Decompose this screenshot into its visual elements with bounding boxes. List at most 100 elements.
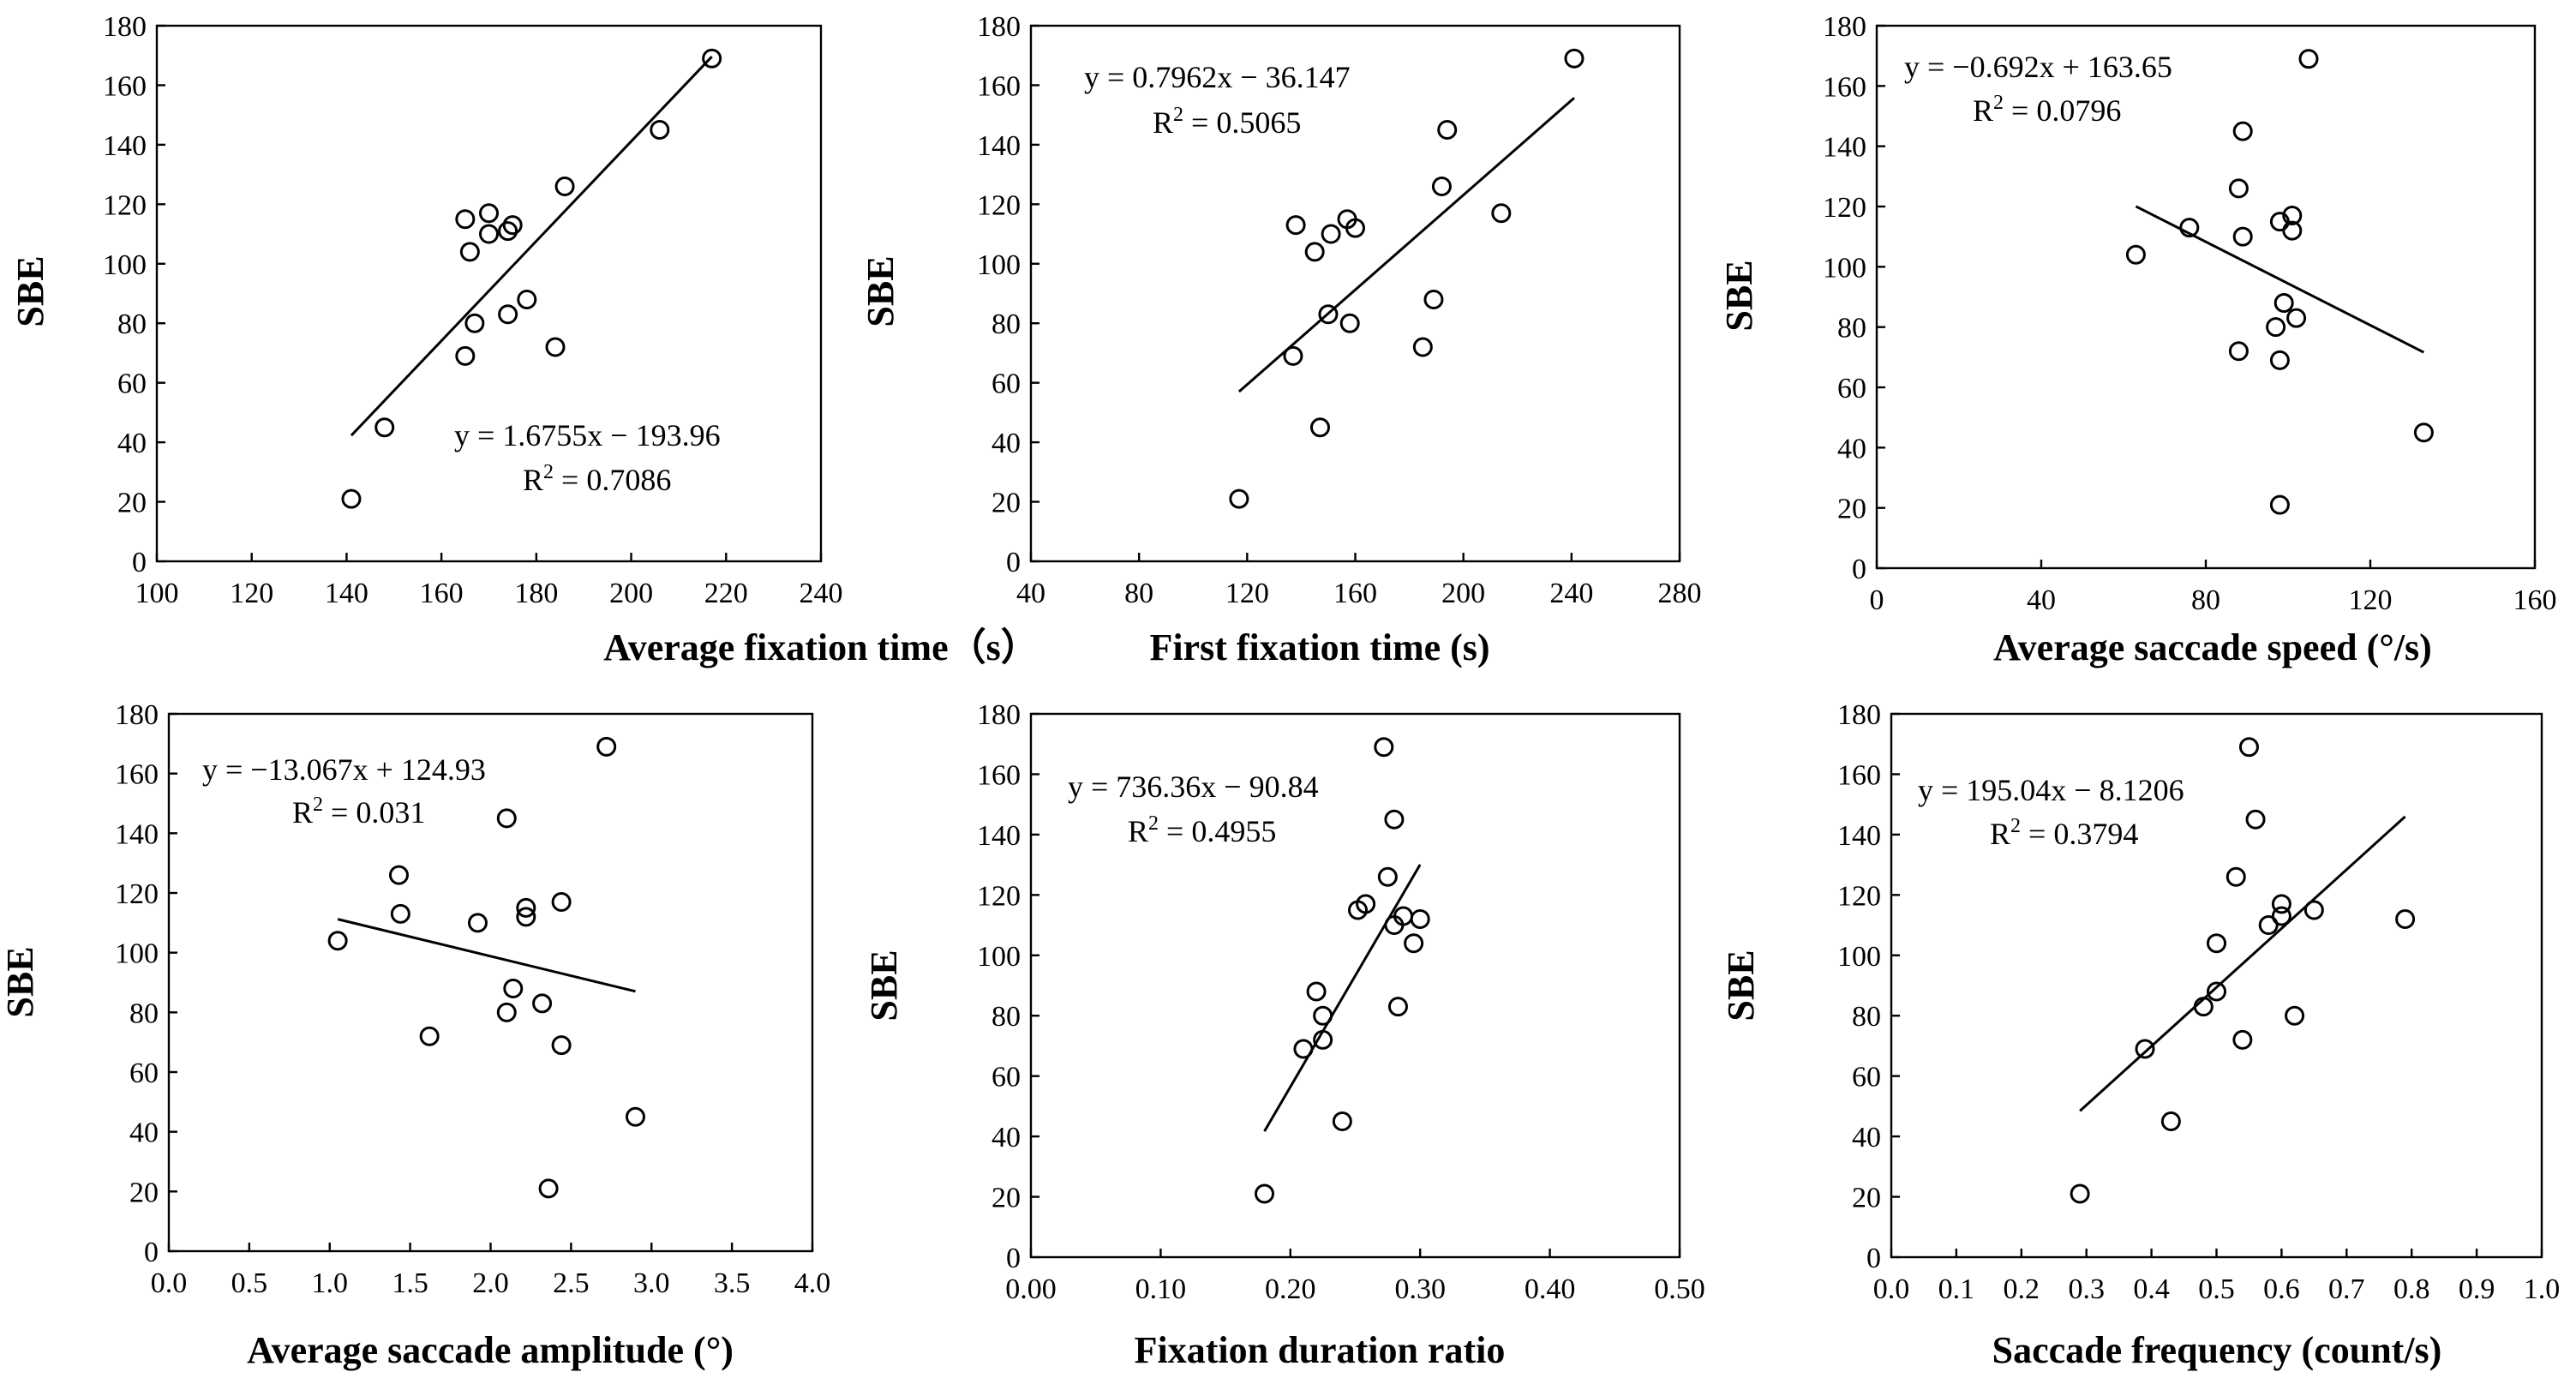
x-tick-label: 0 xyxy=(1870,584,1884,616)
x-tick-label: 160 xyxy=(420,578,464,609)
trend-line xyxy=(350,55,713,437)
x-tick-label: 2.0 xyxy=(472,1267,509,1299)
y-tick-label: 40 xyxy=(991,1122,1021,1153)
trend-line xyxy=(2079,815,2406,1112)
y-axis-label: SBE xyxy=(9,255,51,327)
y-tick-label: 100 xyxy=(115,938,159,970)
data-point xyxy=(464,313,485,333)
data-point xyxy=(545,337,566,357)
y-tick-label: 100 xyxy=(1837,941,1881,973)
y-tick-label: 180 xyxy=(977,11,1021,43)
r-squared-value: = 0.5065 xyxy=(1183,105,1301,140)
y-tick-label: 20 xyxy=(991,1183,1021,1214)
data-point xyxy=(1309,417,1330,438)
y-tick-label: 40 xyxy=(117,428,147,459)
r-squared-symbol: R xyxy=(1128,814,1148,848)
data-point xyxy=(1384,809,1405,830)
r-squared-label: R2 = 0.5065 xyxy=(1153,104,1301,140)
x-tick-label: 2.5 xyxy=(553,1267,590,1299)
y-tick-label: 140 xyxy=(103,130,147,162)
y-tick-label: 120 xyxy=(1837,880,1881,912)
y-axis-label: SBE xyxy=(863,950,905,1021)
data-point xyxy=(1437,120,1458,141)
data-point xyxy=(2303,900,2324,920)
data-point xyxy=(1229,488,1249,509)
regression-equation: y = 195.04x − 8.1206 xyxy=(1918,773,2184,807)
y-tick-label: 0 xyxy=(132,547,147,578)
x-tick-label: 3.0 xyxy=(633,1267,670,1299)
data-point xyxy=(496,1002,517,1022)
data-point xyxy=(2228,178,2249,199)
trend-line xyxy=(2135,205,2425,354)
data-point xyxy=(2271,906,2291,926)
data-point xyxy=(1404,933,1424,954)
x-tick-label: 0.8 xyxy=(2393,1273,2430,1305)
y-axis-label: SBE xyxy=(860,255,902,327)
y-tick-label: 160 xyxy=(103,70,147,102)
y-tick-label: 40 xyxy=(129,1117,159,1149)
regression-equation: y = −0.692x + 163.65 xyxy=(1904,50,2172,84)
plot-frame xyxy=(1029,24,1681,563)
data-point xyxy=(1356,894,1376,914)
y-tick-label: 60 xyxy=(117,368,147,400)
y-tick-label: 140 xyxy=(977,130,1021,162)
r-squared-symbol: R xyxy=(1990,817,2010,851)
x-tick-label: 120 xyxy=(230,578,273,609)
y-tick-label: 160 xyxy=(1823,71,1866,103)
plot-frame xyxy=(1029,712,1681,1259)
data-point xyxy=(1345,218,1365,238)
x-axis-label: Average fixation time（s） xyxy=(603,626,1039,668)
r-squared-symbol: R xyxy=(523,463,543,497)
data-point xyxy=(596,736,617,757)
chart-panel-6: 0 20 40 60 80 100 120 140 160 180 0.0 0.1 0.2 0.3 0.4 0… xyxy=(1720,699,2560,1371)
x-tick-label: 0.5 xyxy=(2198,1273,2235,1305)
data-point xyxy=(1339,313,1360,333)
x-tick-label: 0.2 xyxy=(2004,1273,2040,1305)
data-point xyxy=(341,488,362,509)
y-tick-label: 140 xyxy=(977,820,1021,852)
data-point xyxy=(2070,1183,2090,1204)
y-tick-label: 0 xyxy=(1006,547,1021,578)
data-point xyxy=(374,417,395,438)
data-point xyxy=(2232,121,2253,141)
data-point xyxy=(2286,308,2307,328)
x-tick-label: 240 xyxy=(1549,578,1593,609)
data-point xyxy=(2207,933,2226,954)
plot-frame xyxy=(167,712,814,1253)
regression-equation: y = 0.7962x − 36.147 xyxy=(1084,60,1351,94)
data-point xyxy=(2298,49,2319,69)
data-point xyxy=(1412,337,1433,357)
x-tick-label: 0.4 xyxy=(2133,1273,2170,1305)
x-axis-label: Fixation duration ratio xyxy=(1135,1329,1506,1371)
data-point xyxy=(538,1178,559,1199)
data-point xyxy=(2282,206,2303,226)
x-tick-label: 80 xyxy=(2191,584,2220,616)
data-point xyxy=(2135,1039,2155,1059)
y-tick-label: 180 xyxy=(1837,699,1881,731)
x-tick-label: 4.0 xyxy=(794,1267,831,1299)
x-tick-label: 180 xyxy=(514,578,558,609)
y-axis-label: SBE xyxy=(1718,260,1760,331)
x-tick-label: 0.1 xyxy=(1938,1273,1975,1305)
y-tick-label: 100 xyxy=(977,941,1021,973)
data-point xyxy=(388,865,409,885)
y-tick-label: 160 xyxy=(115,759,159,791)
chart-panel-4: 0 20 40 60 80 100 120 140 160 180 0.0 0.5 1.0 1.5 2.0 2… xyxy=(0,699,830,1371)
data-point xyxy=(2395,909,2416,930)
x-tick-label: 0.6 xyxy=(2263,1273,2300,1305)
data-point xyxy=(2271,894,2291,914)
x-tick-label: 0.7 xyxy=(2328,1273,2365,1305)
data-point xyxy=(1564,48,1585,69)
y-tick-label: 80 xyxy=(991,309,1021,340)
y-tick-label: 20 xyxy=(1852,1183,1881,1214)
data-point xyxy=(1313,1005,1333,1026)
r-squared-symbol: R xyxy=(292,795,313,830)
y-tick-label: 120 xyxy=(977,880,1021,912)
x-tick-label: 1.0 xyxy=(2524,1273,2561,1305)
r-squared-value: = 0.031 xyxy=(323,795,425,830)
data-point xyxy=(2238,737,2259,758)
y-tick-label: 160 xyxy=(1837,759,1881,791)
x-tick-label: 0.30 xyxy=(1394,1273,1446,1305)
x-tick-label: 1.5 xyxy=(392,1267,428,1299)
